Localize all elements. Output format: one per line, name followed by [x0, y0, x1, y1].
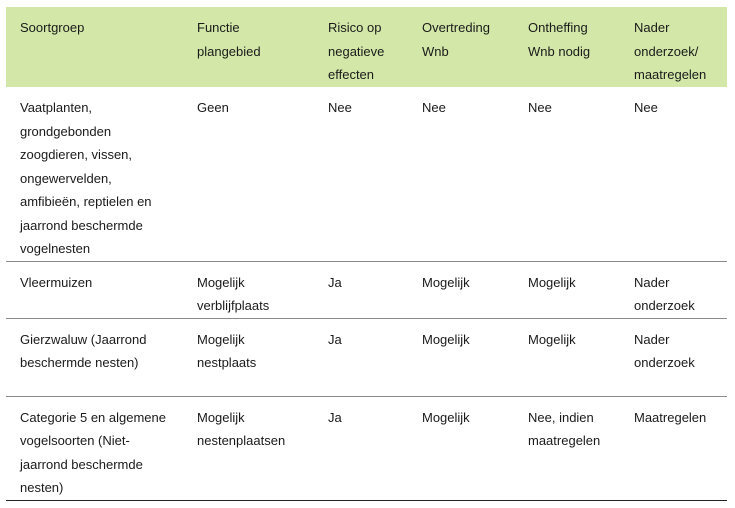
- table-cell: Mogelijk: [528, 274, 576, 290]
- header-cell: Nader onderzoek/ maatregelen: [634, 20, 707, 82]
- header-cell: Overtreding Wnb: [422, 20, 490, 59]
- header-cell: Functie plangebied: [197, 20, 261, 59]
- table-cell: Nader onderzoek: [634, 274, 695, 314]
- table-cell: Nee, indien maatregelen: [528, 409, 601, 449]
- table-cell: Maatregelen: [634, 409, 707, 425]
- table-cell: Mogelijk verblijfplaats: [197, 274, 270, 314]
- table-cell: Geen: [197, 100, 229, 115]
- table-cell: Ja: [328, 331, 342, 347]
- table-row: Vaatplanten, grondgebonden zoogdieren, v…: [6, 87, 727, 261]
- table-cell: Mogelijk nestplaats: [197, 331, 257, 371]
- table-cell: Mogelijk: [422, 274, 470, 290]
- table-cell: Nee: [422, 100, 446, 115]
- table-cell: Mogelijk: [528, 331, 576, 347]
- table-cell: Nader onderzoek: [634, 331, 695, 371]
- table-cell: Ja: [328, 274, 342, 290]
- table-header: Soortgroep Functie plangebied Risico op …: [6, 7, 727, 87]
- table-cell: Mogelijk: [422, 331, 470, 347]
- table-cell: Mogelijk: [422, 409, 470, 425]
- table-cell: Nee: [634, 100, 658, 115]
- table-cell: Categorie 5 en algemene vogelsoorten (Ni…: [20, 409, 166, 496]
- table-cell: Mogelijk nestenplaatsen: [197, 409, 286, 449]
- table-cell: Vaatplanten, grondgebonden zoogdieren, v…: [20, 100, 152, 256]
- table-row: Gierzwaluw (Jaarrond beschermde nesten) …: [6, 318, 727, 396]
- table-row: Vleermuizen Mogelijk verblijfplaats Ja M…: [6, 261, 727, 318]
- table-row: Categorie 5 en algemene vogelsoorten (Ni…: [6, 396, 727, 500]
- header-cell: Soortgroep: [20, 20, 85, 35]
- species-table: Soortgroep Functie plangebied Risico op …: [6, 7, 727, 501]
- header-cell: Ontheffing Wnb nodig: [528, 20, 591, 59]
- table-cell: Ja: [328, 409, 342, 425]
- header-cell: Risico op negatieve effecten: [328, 20, 385, 82]
- table-cell: Nee: [528, 100, 552, 115]
- table-cell: Vleermuizen: [20, 274, 93, 290]
- table-cell: Nee: [328, 100, 352, 115]
- table-cell: Gierzwaluw (Jaarrond beschermde nesten): [20, 331, 147, 371]
